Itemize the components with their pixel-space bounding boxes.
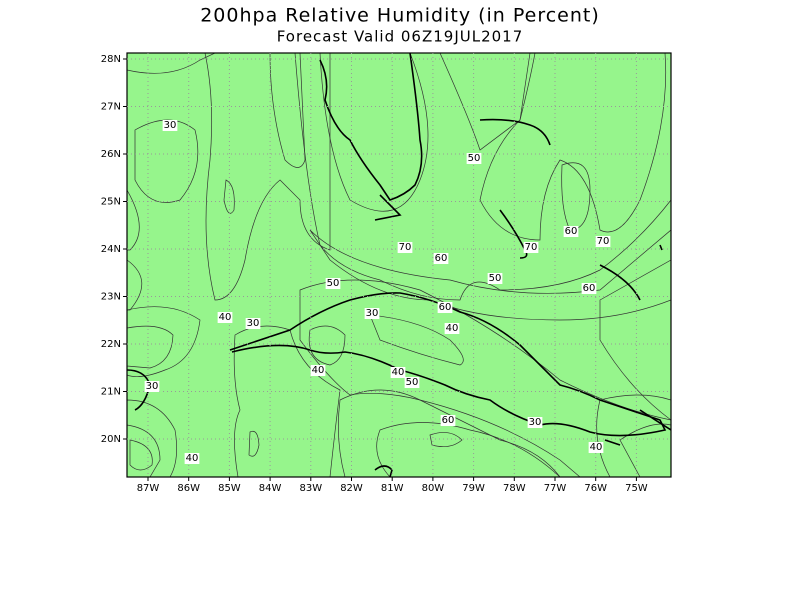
label-box bbox=[581, 283, 597, 294]
lat-label: 25N bbox=[101, 197, 121, 208]
contour-label: 70 bbox=[399, 242, 412, 253]
lon-label: 87W bbox=[137, 483, 160, 494]
label-box bbox=[144, 381, 160, 392]
contour-label: 40 bbox=[446, 323, 459, 334]
humidity-field bbox=[127, 53, 671, 477]
title: 200hpa Relative Humidity (in Percent) bbox=[200, 5, 600, 27]
label-box bbox=[588, 442, 604, 453]
lon-label: 82W bbox=[340, 483, 363, 494]
label-box bbox=[397, 242, 413, 253]
contour-label: 70 bbox=[597, 236, 610, 247]
lat-label: 22N bbox=[101, 339, 121, 350]
lon-label: 78W bbox=[503, 483, 526, 494]
label-box bbox=[466, 153, 482, 164]
subtitle: Forecast Valid 06Z19JUL2017 bbox=[277, 28, 524, 46]
lon-label: 86W bbox=[177, 483, 200, 494]
lon-label: 76W bbox=[584, 483, 607, 494]
contour-label: 60 bbox=[435, 253, 448, 264]
lon-label: 80W bbox=[422, 483, 445, 494]
contour-label: 70 bbox=[525, 242, 538, 253]
contour-label: 40 bbox=[392, 367, 405, 378]
contour-label: 30 bbox=[366, 308, 379, 319]
contour-label: 30 bbox=[146, 381, 159, 392]
label-box bbox=[437, 302, 453, 313]
label-box bbox=[487, 273, 503, 284]
contour-label: 30 bbox=[529, 417, 542, 428]
contour-label: 50 bbox=[327, 278, 340, 289]
label-box bbox=[364, 308, 380, 319]
label-box bbox=[162, 120, 178, 131]
label-box bbox=[527, 417, 543, 428]
lat-label: 27N bbox=[101, 102, 121, 113]
label-box bbox=[390, 367, 406, 378]
map-frame bbox=[126, 52, 672, 478]
label-box bbox=[404, 377, 420, 388]
contour-label: 60 bbox=[442, 415, 455, 426]
contour-label: 50 bbox=[406, 377, 419, 388]
contour-label: 60 bbox=[565, 226, 578, 237]
lat-label: 24N bbox=[101, 244, 121, 255]
lat-label: 23N bbox=[101, 292, 121, 303]
contour-label: 30 bbox=[247, 318, 260, 329]
contour-label: 60 bbox=[439, 302, 452, 313]
contour-label: 40 bbox=[590, 442, 603, 453]
label-box bbox=[245, 318, 261, 329]
label-box bbox=[563, 226, 579, 237]
label-box bbox=[444, 323, 460, 334]
lon-label: 79W bbox=[462, 483, 485, 494]
lon-label: 75W bbox=[625, 483, 648, 494]
contour-label: 30 bbox=[164, 120, 177, 131]
contour-label: 50 bbox=[489, 273, 502, 284]
lon-label: 84W bbox=[259, 483, 282, 494]
label-box bbox=[217, 312, 233, 323]
contour-labels: 30 50 70 60 70 60 70 50 50 60 60 40 30 3… bbox=[144, 120, 611, 464]
lat-label: 20N bbox=[101, 434, 121, 445]
contour-label: 40 bbox=[186, 453, 199, 464]
lat-label: 26N bbox=[101, 149, 121, 160]
contour-label: 60 bbox=[583, 283, 596, 294]
contour-label: 40 bbox=[312, 365, 325, 376]
lon-label: 81W bbox=[381, 483, 404, 494]
lon-label: 85W bbox=[218, 483, 241, 494]
label-box bbox=[595, 236, 611, 247]
lon-label: 77W bbox=[544, 483, 567, 494]
contour-label: 50 bbox=[468, 153, 481, 164]
label-box bbox=[184, 453, 200, 464]
lat-label: 28N bbox=[101, 54, 121, 65]
lon-label: 83W bbox=[299, 483, 322, 494]
label-box bbox=[310, 365, 326, 376]
lat-label: 21N bbox=[101, 387, 121, 398]
label-box bbox=[440, 415, 456, 426]
contour-label: 40 bbox=[219, 312, 232, 323]
label-box bbox=[523, 242, 539, 253]
label-box bbox=[433, 253, 449, 264]
label-box bbox=[325, 278, 341, 289]
